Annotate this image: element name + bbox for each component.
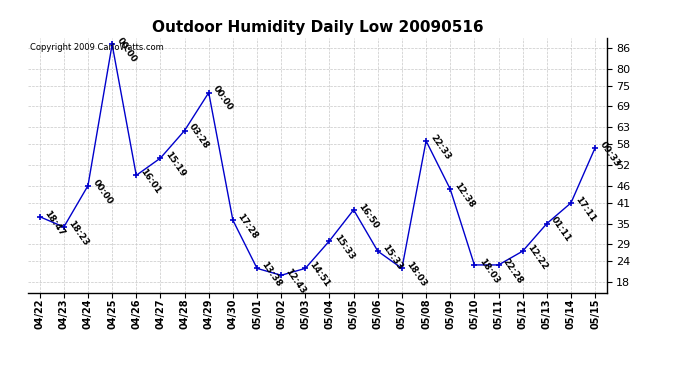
- Text: 09:33: 09:33: [598, 140, 622, 168]
- Text: 17:11: 17:11: [573, 195, 598, 224]
- Text: 18:47: 18:47: [42, 209, 66, 237]
- Text: 18:03: 18:03: [404, 260, 428, 289]
- Text: 16:01: 16:01: [139, 167, 163, 196]
- Text: 22:33: 22:33: [428, 133, 453, 161]
- Text: 03:28: 03:28: [187, 122, 211, 151]
- Text: 15:33: 15:33: [380, 243, 404, 272]
- Text: 15:19: 15:19: [163, 150, 187, 178]
- Text: 01:11: 01:11: [549, 215, 573, 244]
- Text: 15:33: 15:33: [332, 232, 356, 261]
- Text: 18:23: 18:23: [66, 219, 90, 248]
- Text: 17:28: 17:28: [235, 212, 259, 241]
- Text: Copyright 2009 CarloWatts.com: Copyright 2009 CarloWatts.com: [30, 43, 164, 52]
- Text: 16:50: 16:50: [356, 202, 380, 230]
- Text: 18:03: 18:03: [477, 257, 501, 285]
- Text: 00:00: 00:00: [90, 177, 114, 206]
- Text: 12:38: 12:38: [453, 181, 477, 210]
- Text: 12:43: 12:43: [284, 267, 308, 296]
- Text: 12:22: 12:22: [525, 243, 549, 272]
- Text: 13:38: 13:38: [259, 260, 284, 289]
- Title: Outdoor Humidity Daily Low 20090516: Outdoor Humidity Daily Low 20090516: [152, 20, 483, 35]
- Text: 22:28: 22:28: [501, 257, 525, 285]
- Text: 00:00: 00:00: [115, 36, 138, 64]
- Text: 00:00: 00:00: [211, 84, 235, 112]
- Text: 14:51: 14:51: [308, 260, 332, 289]
